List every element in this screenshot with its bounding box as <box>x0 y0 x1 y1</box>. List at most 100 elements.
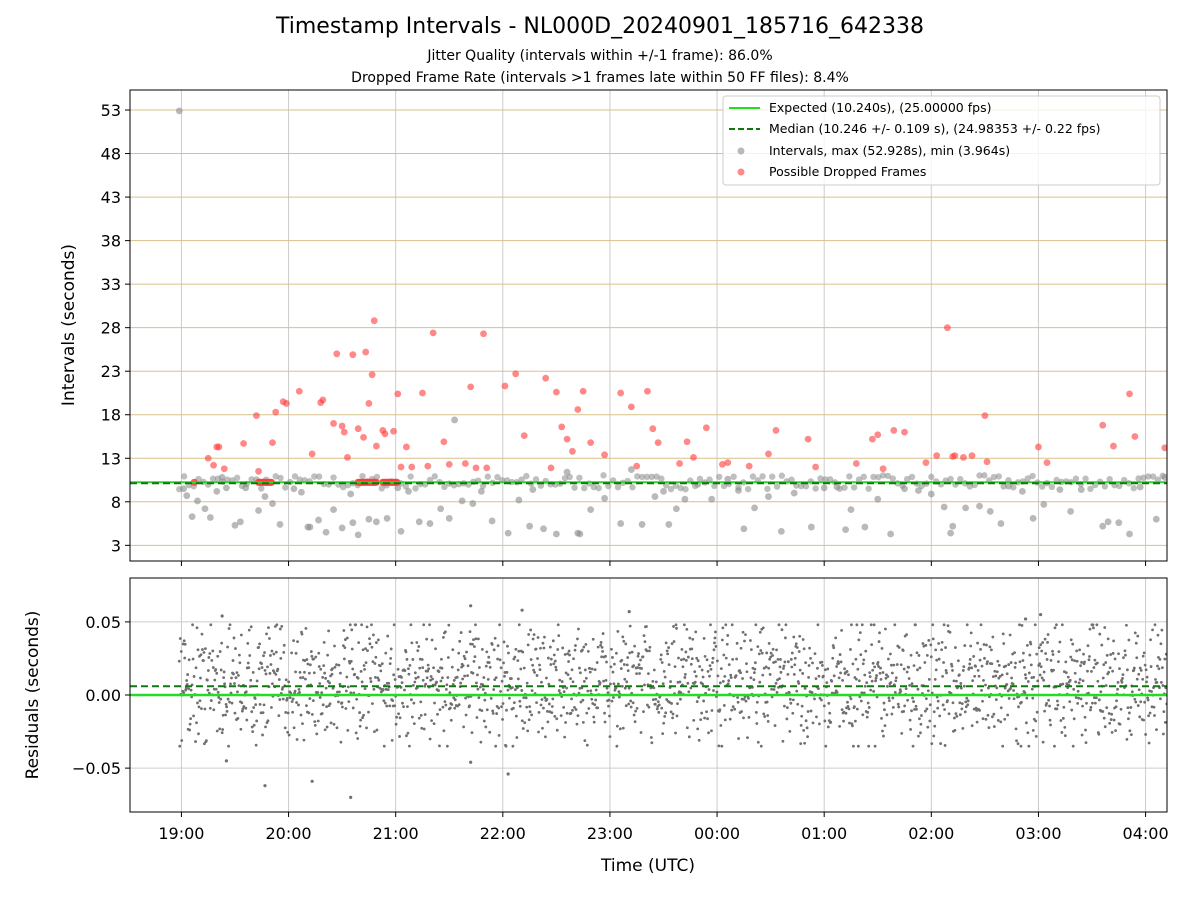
residual-point <box>368 637 371 641</box>
residual-point <box>179 650 183 653</box>
residual-point <box>654 697 658 701</box>
residual-point <box>1116 680 1120 684</box>
dropped-frame-point <box>295 387 303 395</box>
residual-point <box>280 624 284 628</box>
interval-point <box>855 476 863 483</box>
residual-point <box>514 647 518 651</box>
residual-point <box>425 637 429 641</box>
residual-point <box>757 652 761 656</box>
residual-point <box>744 633 747 637</box>
residual-point <box>1041 740 1045 744</box>
residuals-panel: 0.050.00−0.05 19:00 20:00 21:00 22:00 23:00 0… <box>23 577 1169 876</box>
residual-point <box>382 744 386 748</box>
residual-point <box>392 623 396 627</box>
interval-point <box>667 485 675 493</box>
residual-point <box>816 666 819 670</box>
residual-point <box>324 676 328 680</box>
residual-point <box>327 629 330 633</box>
residual-point <box>309 650 313 653</box>
residual-point <box>1034 719 1038 723</box>
residual-point <box>919 722 923 726</box>
residual-point <box>504 744 508 748</box>
residual-point <box>714 645 718 648</box>
interval-point <box>1005 482 1012 490</box>
residual-point <box>1071 744 1075 748</box>
residual-point <box>620 658 624 662</box>
interval-point <box>576 474 583 481</box>
residual-point <box>500 679 504 683</box>
residual-point <box>628 624 632 628</box>
interval-point <box>282 484 289 491</box>
residual-point <box>1039 665 1043 668</box>
residual-point <box>350 647 354 651</box>
residual-point <box>1081 679 1085 683</box>
residual-point <box>680 648 684 651</box>
residual-point <box>859 653 863 657</box>
residual-point <box>279 656 283 660</box>
residual-point <box>361 648 365 652</box>
residual-point <box>417 645 421 648</box>
residual-point <box>244 690 248 694</box>
residual-point <box>573 648 577 652</box>
residual-point <box>853 705 856 708</box>
residual-point <box>946 624 950 628</box>
residual-point <box>823 668 827 672</box>
residual-point <box>325 725 329 729</box>
residual-point <box>613 662 616 666</box>
residual-point <box>344 689 348 693</box>
residual-point <box>730 623 734 627</box>
residual-point <box>870 643 874 647</box>
residual-point <box>793 663 797 667</box>
residual-point <box>1118 722 1122 726</box>
residual-point <box>600 645 604 649</box>
interval-point <box>1038 483 1046 490</box>
residual-point <box>308 697 312 700</box>
residual-point <box>1084 741 1088 745</box>
residual-point <box>554 665 558 669</box>
residual-point <box>829 720 833 724</box>
residual-point <box>671 712 675 716</box>
residual-point <box>203 647 207 650</box>
residual-point <box>679 697 682 701</box>
residual-point <box>305 658 309 661</box>
residual-point <box>351 706 355 710</box>
residual-point <box>599 643 603 647</box>
residual-point <box>301 676 305 679</box>
residual-point <box>376 638 380 642</box>
residual-point <box>622 639 626 643</box>
residual-point <box>1087 658 1091 662</box>
residual-point <box>422 727 426 731</box>
residual-point <box>371 702 374 706</box>
residual-point <box>569 677 572 681</box>
residual-point <box>1068 700 1072 704</box>
residual-point <box>268 671 272 675</box>
residual-point <box>716 659 719 663</box>
residual-point <box>575 722 579 726</box>
residual-point <box>880 647 884 650</box>
interval-point <box>749 473 757 480</box>
residual-point <box>655 707 659 711</box>
residual-point <box>352 691 356 695</box>
residual-point <box>987 726 991 730</box>
residual-point <box>761 626 765 630</box>
residual-point <box>1111 651 1115 655</box>
residual-point <box>721 679 725 683</box>
residual-point <box>229 682 232 686</box>
interval-point <box>233 474 241 482</box>
interval-point <box>1056 486 1064 494</box>
residual-point <box>234 676 238 680</box>
residual-point <box>603 711 606 715</box>
dropped-frame-point <box>467 383 475 391</box>
residual-point <box>264 672 268 676</box>
interval-point <box>529 486 537 494</box>
residual-point <box>1073 659 1077 663</box>
residual-point <box>325 705 329 709</box>
residual-point <box>185 679 189 682</box>
residual-point <box>1112 639 1116 643</box>
interval-point <box>469 500 477 507</box>
residual-point <box>1024 721 1028 725</box>
residual-point <box>217 701 221 704</box>
residual-point <box>666 652 670 656</box>
residual-point <box>215 729 219 733</box>
residual-outlier-point <box>506 772 510 776</box>
